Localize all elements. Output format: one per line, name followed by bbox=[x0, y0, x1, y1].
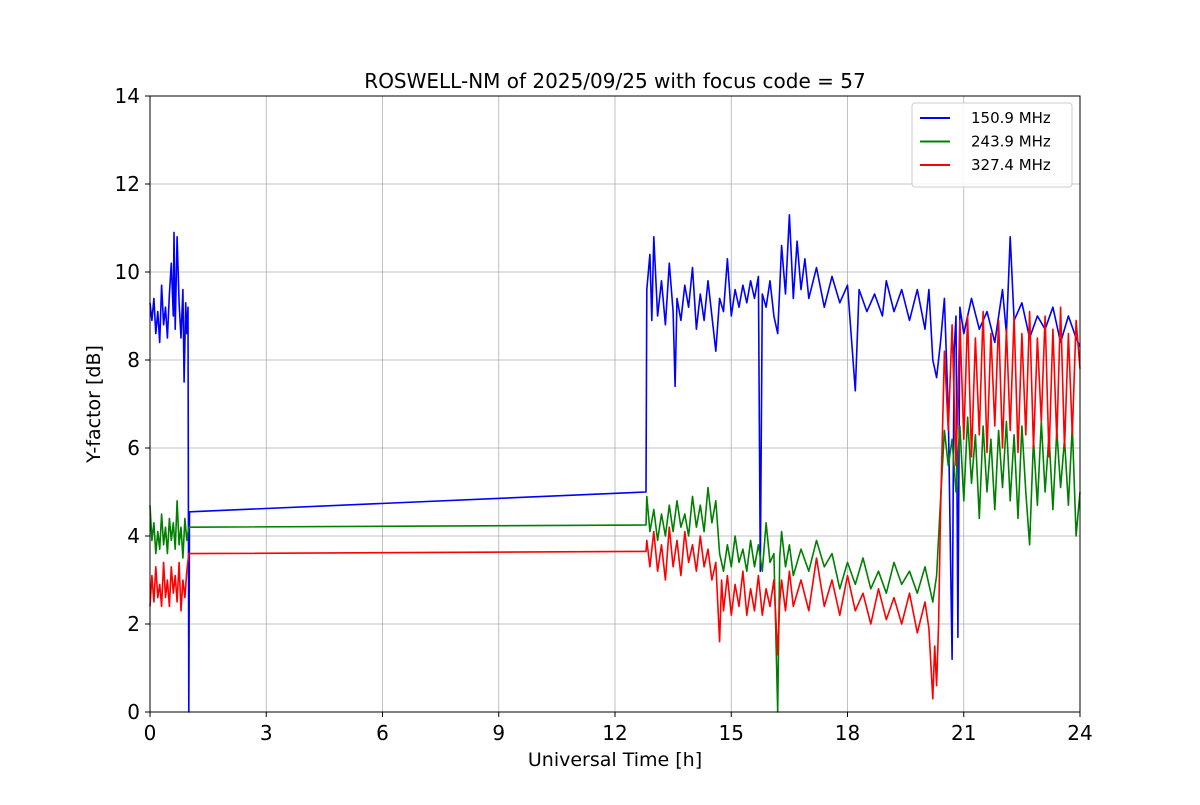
chart-title: ROSWELL-NM of 2025/09/25 with focus code… bbox=[364, 69, 865, 93]
x-tick-label: 6 bbox=[376, 721, 389, 745]
y-tick-label: 8 bbox=[127, 348, 140, 372]
x-axis-label: Universal Time [h] bbox=[528, 749, 702, 771]
legend-label: 150.9 MHz bbox=[971, 109, 1051, 127]
y-tick-label: 10 bbox=[115, 260, 140, 284]
plot-series bbox=[149, 214, 1081, 713]
series-line-243-9-mhz bbox=[149, 416, 1081, 713]
legend: 150.9 MHz 243.9 MHz 327.4 MHz bbox=[911, 102, 1073, 188]
legend-box bbox=[911, 102, 1073, 188]
x-tick-label: 3 bbox=[260, 721, 273, 745]
x-tick-label: 0 bbox=[144, 721, 157, 745]
legend-label: 243.9 MHz bbox=[971, 133, 1051, 151]
legend-label: 327.4 MHz bbox=[971, 156, 1051, 174]
x-tick-label: 15 bbox=[719, 721, 744, 745]
x-tick-label: 9 bbox=[492, 721, 505, 745]
series-line-150-9-mhz bbox=[149, 214, 1081, 713]
y-axis-label: Y-factor [dB] bbox=[83, 345, 105, 464]
y-tick-label: 2 bbox=[127, 612, 140, 636]
x-tick-label: 18 bbox=[835, 721, 860, 745]
series-line-327-4-mhz bbox=[149, 306, 1081, 700]
x-tick-label: 21 bbox=[951, 721, 976, 745]
y-tick-label: 0 bbox=[127, 700, 140, 724]
x-tick-label: 24 bbox=[1067, 721, 1092, 745]
y-tick-label: 4 bbox=[127, 524, 140, 548]
x-tick-label: 12 bbox=[602, 721, 627, 745]
y-tick-label: 14 bbox=[115, 84, 140, 108]
y-tick-label: 6 bbox=[127, 436, 140, 460]
y-tick-label: 12 bbox=[115, 172, 140, 196]
